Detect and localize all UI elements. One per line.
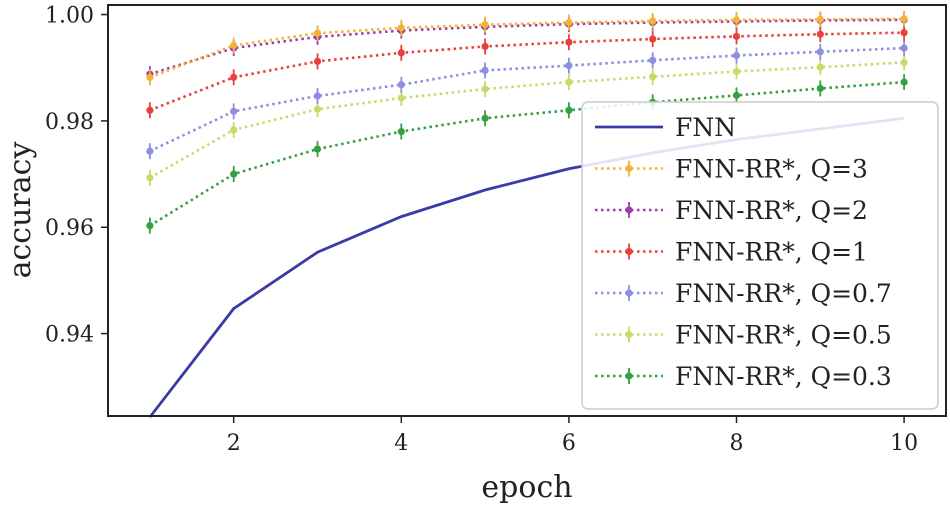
- series-point: [565, 106, 573, 114]
- series-point: [397, 49, 405, 57]
- series-point: [565, 78, 573, 86]
- series-line-fnn-rr-q-0-5: [149, 61, 905, 179]
- series-point: [397, 127, 405, 136]
- series-point: [230, 41, 238, 50]
- series-point: [649, 56, 657, 64]
- series-point: [313, 92, 322, 100]
- series-fnn-rr-q-3: [146, 10, 908, 86]
- series-point: [146, 106, 154, 114]
- series-point: [732, 67, 741, 76]
- legend-label: FNN-RR*, Q=1: [675, 238, 868, 267]
- x-axis-label: epoch: [481, 470, 572, 505]
- series-point: [146, 174, 154, 182]
- series-fnn-rr-q-1: [146, 24, 908, 119]
- legend-entry-fnn: FNN: [595, 113, 736, 142]
- y-tick-label: 0.98: [45, 110, 94, 135]
- series-point: [146, 73, 154, 81]
- series-point: [230, 126, 238, 134]
- legend-label: FNN-RR*, Q=0.5: [675, 321, 892, 350]
- series-point: [481, 21, 489, 29]
- series-point: [900, 58, 908, 67]
- series-line-fnn-rr-q-0-3: [149, 80, 905, 227]
- series-point: [900, 44, 908, 52]
- ticks-layer: 2 4 6 8 10 0.94 0.96 0.98 1.00: [45, 4, 918, 456]
- legend-label: FNN-RR*, Q=0.3: [675, 362, 892, 391]
- legend-entries: FNN FNN-RR*, Q=3 FNN-RR*, Q=2 FNN-RR*, Q=1 F…: [595, 113, 892, 391]
- x-tick-label: 8: [730, 431, 744, 456]
- series-point: [565, 62, 573, 70]
- series-line-fnn-rr-q-2: [149, 18, 905, 76]
- legend-entry-fnn-rr-q-2: FNN-RR*, Q=2: [595, 196, 868, 225]
- y-axis-label: accuracy: [3, 142, 38, 279]
- x-tick-label: 2: [227, 431, 241, 456]
- series-point: [900, 29, 908, 37]
- series-point: [649, 35, 657, 43]
- series-point: [397, 94, 405, 102]
- series-point: [816, 15, 824, 23]
- series-point: [732, 51, 741, 60]
- series-point: [230, 107, 238, 115]
- legend-swatch-marker: [625, 164, 633, 173]
- series-line-fnn-rr-q-1: [149, 31, 905, 112]
- series-point: [481, 42, 489, 51]
- series-point: [816, 63, 824, 71]
- series-point: [649, 17, 657, 25]
- series-point: [900, 78, 908, 86]
- legend-label: FNN: [675, 113, 736, 142]
- series-point: [481, 85, 489, 93]
- legend-label: FNN-RR*, Q=2: [675, 196, 868, 225]
- legend-entry-fnn-rr-q-1: FNN-RR*, Q=1: [595, 238, 868, 267]
- series-point: [313, 57, 322, 65]
- legend-entry-fnn-rr-q-0-5: FNN-RR*, Q=0.5: [595, 321, 892, 350]
- series-fnn-rr-q-0-5: [146, 54, 908, 186]
- y-tick-label: 0.94: [45, 323, 94, 348]
- legend-frame: [581, 101, 939, 410]
- series-point: [649, 73, 657, 81]
- legend-swatch-marker: [625, 372, 633, 380]
- y-tick-label: 1.00: [45, 4, 94, 29]
- series-point: [732, 32, 741, 40]
- series-point: [230, 73, 238, 81]
- series-point: [397, 81, 405, 89]
- series-point: [565, 38, 573, 46]
- series-line-fnn-rr-q-3: [149, 17, 905, 79]
- legend-swatch-marker: [625, 330, 633, 339]
- series-point: [900, 15, 908, 23]
- legend-entry-fnn-rr-q-0-7: FNN-RR*, Q=0.7: [595, 279, 892, 308]
- series-point: [313, 145, 322, 153]
- series-point: [565, 18, 573, 27]
- series-point: [816, 84, 824, 93]
- series-point: [732, 91, 741, 99]
- series-fnn-rr-q-0-7: [146, 40, 908, 160]
- y-tick-label: 0.96: [45, 216, 94, 241]
- x-tick-label: 4: [394, 431, 408, 456]
- legend-swatch-marker: [625, 247, 633, 256]
- x-tick-label: 10: [890, 431, 918, 456]
- series-point: [732, 16, 741, 24]
- legend-label: FNN-RR*, Q=0.7: [675, 279, 892, 308]
- legend-label: FNN-RR*, Q=3: [675, 155, 868, 184]
- series-point: [397, 24, 405, 32]
- legend-entry-fnn-rr-q-3: FNN-RR*, Q=3: [595, 155, 868, 184]
- series-point: [146, 222, 154, 230]
- series-point: [816, 48, 824, 56]
- x-tick-label: 6: [562, 431, 576, 456]
- legend-swatch-marker: [625, 289, 633, 297]
- series-point: [816, 30, 824, 38]
- series-point: [481, 66, 489, 74]
- series-point: [146, 147, 154, 155]
- plot-frame: [107, 4, 947, 417]
- series-point: [313, 29, 322, 37]
- series-point: [481, 114, 489, 122]
- series-point: [230, 170, 238, 178]
- legend-swatch-marker: [625, 206, 633, 214]
- legend: FNN FNN-RR*, Q=3 FNN-RR*, Q=2 FNN-RR*, Q=1 F…: [581, 101, 939, 410]
- legend-entry-fnn-rr-q-0-3: FNN-RR*, Q=0.3: [595, 362, 892, 391]
- series-point: [313, 105, 322, 113]
